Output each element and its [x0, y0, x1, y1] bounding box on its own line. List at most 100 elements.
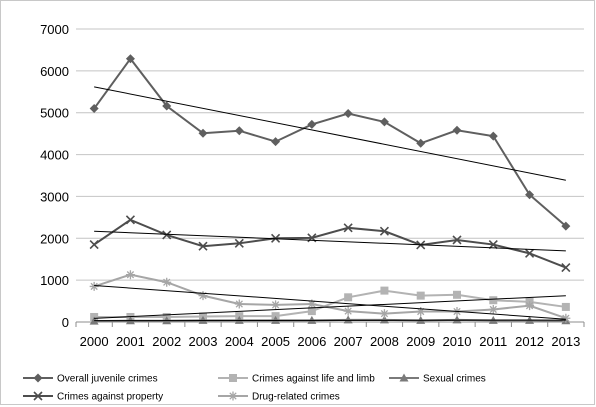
data-point-sexual-crimes [89, 316, 99, 325]
data-point-drug-related-crimes [162, 277, 172, 287]
data-point-crimes-against-property [234, 238, 244, 248]
x-tick-label: 2012 [515, 334, 544, 349]
x-tick-label: 2011 [479, 334, 507, 349]
series-overall-juvenile-crimes [89, 54, 571, 231]
data-point-overall-juvenile-crimes [271, 137, 281, 147]
x-tick-label: 2001 [116, 334, 145, 349]
data-point-drug-related-crimes [234, 299, 244, 309]
trendline-sexual-crimes [94, 319, 566, 322]
x-tick-label: 2003 [189, 334, 218, 349]
x-tick-label: 2013 [551, 334, 580, 349]
legend-label: Overall juvenile crimes [57, 374, 158, 385]
series-crimes-against-property [89, 215, 571, 273]
legend-marker [33, 373, 43, 383]
data-point-overall-juvenile-crimes [198, 128, 208, 138]
data-point-crimes-against-life-and-limb [561, 302, 570, 311]
data-point-crimes-against-life-and-limb [489, 296, 498, 305]
x-tick-label: 2010 [443, 334, 472, 349]
series-line-overall-juvenile-crimes [93, 57, 567, 227]
legend-item-crimes-against-life-and-limb: Crimes against life and limb [218, 374, 375, 385]
legend-marker [228, 391, 238, 401]
data-point-crimes-against-property [162, 230, 172, 240]
y-tick-label: 1000 [40, 273, 69, 288]
series-line-crimes-against-property [93, 218, 567, 269]
data-point-crimes-against-property [198, 241, 208, 251]
y-tick-label: 5000 [40, 106, 69, 121]
data-point-crimes-against-life-and-limb [453, 290, 461, 299]
series-crimes-against-life-and-limb [90, 286, 570, 321]
legend: Overall juvenile crimes Crimes against li… [23, 373, 486, 403]
data-point-overall-juvenile-crimes [379, 117, 389, 127]
series-line-drug-related-crimes [93, 273, 567, 320]
data-point-drug-related-crimes [307, 299, 317, 309]
trendline-crimes-against-property [94, 230, 566, 252]
data-point-overall-juvenile-crimes [162, 101, 172, 111]
data-point-overall-juvenile-crimes [89, 104, 99, 114]
data-point-sexual-crimes [198, 315, 208, 324]
legend-item-sexual-crimes: Sexual crimes [389, 373, 486, 385]
data-point-sexual-crimes [271, 315, 281, 324]
data-point-drug-related-crimes [271, 300, 281, 310]
data-point-sexual-crimes [234, 315, 244, 324]
data-point-drug-related-crimes [525, 301, 535, 311]
data-point-overall-juvenile-crimes [416, 138, 426, 148]
data-point-sexual-crimes [307, 315, 317, 324]
data-point-crimes-against-property [379, 226, 389, 236]
legend-label: Crimes against property [57, 392, 163, 403]
data-point-drug-related-crimes [561, 313, 571, 323]
series-drug-related-crimes [89, 270, 571, 323]
y-tick-label: 0 [62, 315, 69, 330]
legend-label: Sexual crimes [423, 374, 486, 385]
data-point-drug-related-crimes [198, 291, 208, 301]
data-point-sexual-crimes [452, 315, 462, 324]
data-point-overall-juvenile-crimes [343, 109, 353, 119]
y-tick-label: 3000 [40, 189, 69, 204]
x-tick-label: 2005 [261, 334, 290, 349]
x-tick-label: 2002 [152, 334, 181, 349]
data-point-sexual-crimes [379, 315, 389, 324]
x-tick-label: 2008 [370, 334, 399, 349]
data-point-crimes-against-property [561, 263, 571, 273]
legend-marker [229, 374, 237, 382]
y-tick-label: 2000 [40, 231, 69, 246]
legend-item-crimes-against-property: Crimes against property [23, 391, 163, 403]
data-point-sexual-crimes [343, 315, 353, 324]
legend-marker [399, 373, 409, 382]
data-point-overall-juvenile-crimes [561, 221, 571, 231]
data-point-crimes-against-property [89, 239, 99, 250]
trendline-crimes-against-life-and-limb [94, 295, 566, 319]
data-point-crimes-against-life-and-limb [416, 291, 425, 300]
data-point-drug-related-crimes [488, 304, 498, 314]
data-point-crimes-against-property [125, 215, 135, 225]
data-point-drug-related-crimes [125, 270, 135, 280]
x-tick-label: 2009 [406, 334, 435, 349]
data-point-crimes-against-life-and-limb [307, 307, 316, 316]
trendline-drug-related-crimes [94, 284, 566, 320]
data-point-overall-juvenile-crimes [125, 54, 135, 64]
data-point-overall-juvenile-crimes [452, 125, 462, 135]
data-point-overall-juvenile-crimes [234, 126, 244, 136]
data-point-drug-related-crimes [416, 307, 426, 317]
data-point-overall-juvenile-crimes [488, 131, 498, 141]
data-point-crimes-against-life-and-limb [344, 293, 353, 302]
x-tick-label: 2000 [80, 334, 109, 349]
data-point-drug-related-crimes [343, 306, 353, 316]
legend-label: Drug-related crimes [252, 392, 340, 403]
legend-marker [33, 391, 43, 401]
y-tick-label: 6000 [40, 64, 69, 79]
data-point-crimes-against-property [343, 223, 353, 233]
x-tick-label: 2007 [334, 334, 363, 349]
data-point-crimes-against-property [452, 235, 462, 245]
data-point-drug-related-crimes [89, 281, 99, 291]
trendline-overall-juvenile-crimes [94, 86, 566, 181]
data-point-crimes-against-life-and-limb [380, 286, 389, 295]
x-tick-label: 2004 [225, 334, 254, 349]
y-tick-label: 7000 [40, 22, 69, 37]
data-point-overall-juvenile-crimes [525, 190, 535, 200]
legend-item-drug-related-crimes: Drug-related crimes [218, 391, 340, 403]
data-point-drug-related-crimes [379, 309, 389, 319]
y-tick-label: 4000 [40, 148, 69, 163]
data-point-crimes-against-property [525, 248, 535, 258]
